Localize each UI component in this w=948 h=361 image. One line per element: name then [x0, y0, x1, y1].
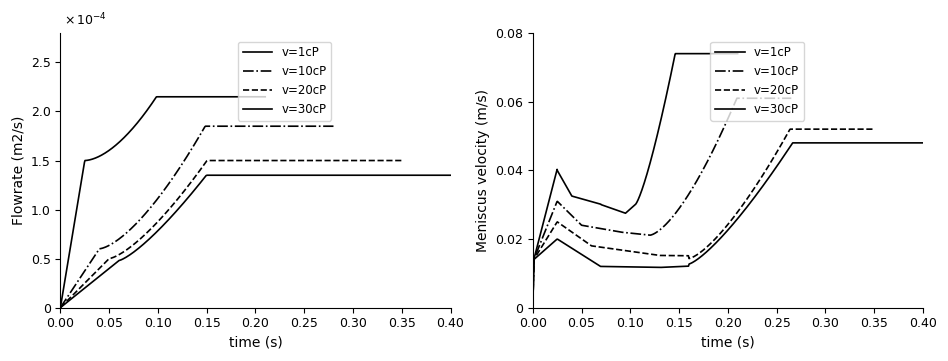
Legend: v=1cP, v=10cP, v=20cP, v=30cP: v=1cP, v=10cP, v=20cP, v=30cP: [238, 42, 332, 121]
X-axis label: time (s): time (s): [701, 336, 755, 350]
Legend: v=1cP, v=10cP, v=20cP, v=30cP: v=1cP, v=10cP, v=20cP, v=30cP: [710, 42, 804, 121]
X-axis label: time (s): time (s): [228, 336, 283, 350]
Y-axis label: Flowrate (m2/s): Flowrate (m2/s): [11, 116, 25, 225]
Text: $\times\,10^{-4}$: $\times\,10^{-4}$: [64, 11, 107, 28]
Y-axis label: Meniscus velocity (m/s): Meniscus velocity (m/s): [476, 89, 489, 252]
